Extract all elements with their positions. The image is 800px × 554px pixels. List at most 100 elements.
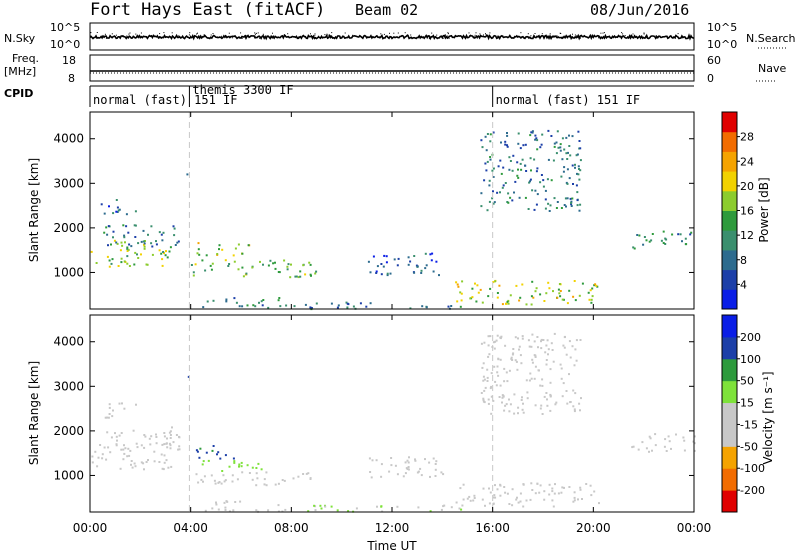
heatmap-cell (519, 147, 522, 150)
heatmap-cell (279, 305, 282, 308)
heatmap-cell (563, 336, 566, 339)
heatmap-cell (533, 208, 536, 211)
heatmap-cell (559, 149, 562, 152)
heatmap-cell (561, 298, 564, 301)
heatmap-cell (526, 391, 529, 394)
heatmap-cell (511, 359, 514, 361)
heatmap-cell (543, 300, 546, 302)
heatmap-cell (409, 307, 412, 310)
heatmap-cell (504, 182, 507, 184)
heatmap-cell (219, 457, 222, 460)
heatmap-cell (591, 287, 594, 290)
heatmap-cell (125, 213, 128, 216)
heatmap-cell (352, 305, 355, 308)
heatmap-cell (553, 332, 556, 335)
heatmap-cell (632, 246, 635, 249)
noise-right-tick-low: 10^0 (707, 38, 737, 51)
heatmap-cell (175, 434, 178, 436)
heatmap-cell (510, 356, 513, 359)
heatmap-cell (474, 282, 476, 285)
heatmap-cell (514, 359, 517, 362)
heatmap-cell (232, 457, 235, 460)
heatmap-cell (424, 267, 427, 270)
heatmap-cell (540, 143, 543, 146)
heatmap-cell (573, 280, 576, 282)
heatmap-cell (199, 447, 202, 450)
freq-tick-low: 8 (68, 72, 75, 85)
heatmap-cell (143, 243, 145, 246)
colorbar-tick-label: 4 (740, 278, 747, 291)
heatmap-cell (394, 464, 397, 467)
heatmap-cell (579, 339, 582, 341)
heatmap-cell (134, 210, 137, 213)
heatmap-cell (169, 430, 172, 433)
heatmap-cell (560, 377, 563, 380)
heatmap-cell (177, 448, 180, 451)
heatmap-cell (142, 229, 145, 232)
heatmap-cell (143, 446, 146, 449)
heatmap-cell (579, 488, 582, 491)
heatmap-cell (265, 484, 268, 487)
heatmap-cell (120, 241, 123, 244)
heatmap-cell (413, 271, 416, 274)
heatmap-cell (120, 448, 123, 451)
heatmap-cell (481, 498, 484, 501)
heatmap-cell (540, 338, 543, 341)
heatmap-cell (147, 233, 149, 236)
date-label: 08/Jun/2016 (590, 1, 689, 19)
heatmap-cell (315, 270, 318, 273)
noise-search-label: N.Search (746, 32, 796, 45)
heatmap-cell (155, 243, 158, 246)
heatmap-cell (667, 435, 670, 438)
heatmap-cell (198, 456, 201, 459)
heatmap-cell (480, 342, 483, 345)
heatmap-cell (549, 204, 552, 207)
heatmap-cell (413, 255, 416, 257)
heatmap-cell (150, 242, 153, 245)
heatmap-cell (134, 236, 137, 238)
heatmap-cell (225, 300, 228, 303)
heatmap-cell (142, 462, 145, 465)
heatmap-cell (497, 374, 500, 377)
heatmap-cell (241, 471, 244, 474)
heatmap-cell (112, 409, 114, 412)
heatmap-cell (267, 509, 270, 512)
heatmap-cell (120, 261, 123, 264)
heatmap-cell (115, 435, 118, 438)
y-tick-label: 3000 (53, 379, 84, 393)
heatmap-cell (221, 248, 224, 251)
freq-label-2: [MHz] (4, 65, 36, 78)
heatmap-cell (476, 284, 479, 287)
heatmap-cell (122, 224, 125, 227)
colorbar-segment (722, 151, 737, 172)
heatmap-cell (460, 508, 463, 511)
heatmap-cell (174, 244, 177, 246)
heatmap-cell (217, 481, 220, 484)
heatmap-cell (568, 373, 570, 376)
heatmap-cell (171, 426, 173, 429)
heatmap-cell (565, 390, 568, 392)
heatmap-cell (150, 225, 153, 228)
heatmap-cell (111, 415, 114, 418)
heatmap-cell (568, 289, 571, 292)
heatmap-cell (648, 435, 651, 438)
heatmap-cell (116, 242, 119, 245)
heatmap-cell (146, 263, 149, 266)
heatmap-cell (588, 298, 591, 301)
heatmap-cell (425, 264, 428, 267)
heatmap-cell (692, 440, 695, 443)
heatmap-cell (509, 294, 512, 297)
heatmap-cell (587, 291, 590, 294)
heatmap-cell (522, 411, 525, 414)
cpid-segment-label: themis 3300 IF (192, 83, 293, 97)
heatmap-cell (654, 433, 657, 436)
heatmap-cell (536, 148, 539, 151)
heatmap-cell (529, 498, 532, 501)
heatmap-cell (558, 283, 561, 285)
heatmap-cell (211, 507, 214, 510)
heatmap-cell (503, 380, 506, 383)
heatmap-cell (161, 443, 164, 446)
heatmap-cell (160, 252, 163, 255)
heatmap-cell (265, 471, 268, 474)
heatmap-cell (552, 505, 555, 508)
